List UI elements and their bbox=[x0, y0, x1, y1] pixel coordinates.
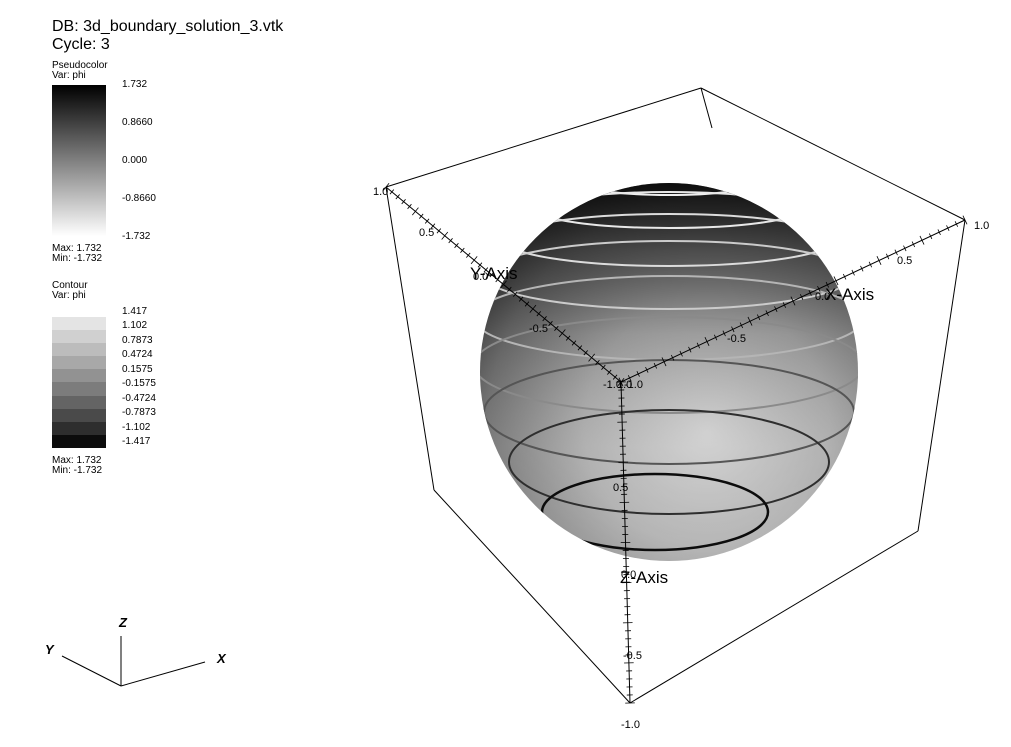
x-axis-label: 1.0 bbox=[974, 220, 989, 232]
sphere-surface bbox=[474, 175, 864, 561]
triad-z-label: Z bbox=[118, 615, 128, 630]
z-axis-title: Z-Axis bbox=[620, 568, 668, 587]
z-axis-label: -0.5 bbox=[623, 650, 642, 662]
orientation-triad bbox=[62, 636, 205, 686]
y-axis-label: -0.5 bbox=[529, 323, 548, 335]
triad-y-label: Y bbox=[45, 642, 55, 657]
z-axis-label: 1.0 bbox=[617, 379, 632, 391]
x-axis-label: 0.5 bbox=[897, 255, 912, 267]
x-axis-label: -0.5 bbox=[727, 333, 746, 345]
triad-x-label: X bbox=[216, 651, 227, 666]
x-axis-title: X-Axis bbox=[825, 285, 874, 304]
y-axis-title: Y-Axis bbox=[470, 264, 518, 283]
z-axis-label: -1.0 bbox=[621, 719, 640, 731]
y-axis-label: 0.5 bbox=[419, 227, 434, 239]
z-axis-label: 0.5 bbox=[613, 482, 628, 494]
y-axis-label: 1.0 bbox=[373, 186, 388, 198]
